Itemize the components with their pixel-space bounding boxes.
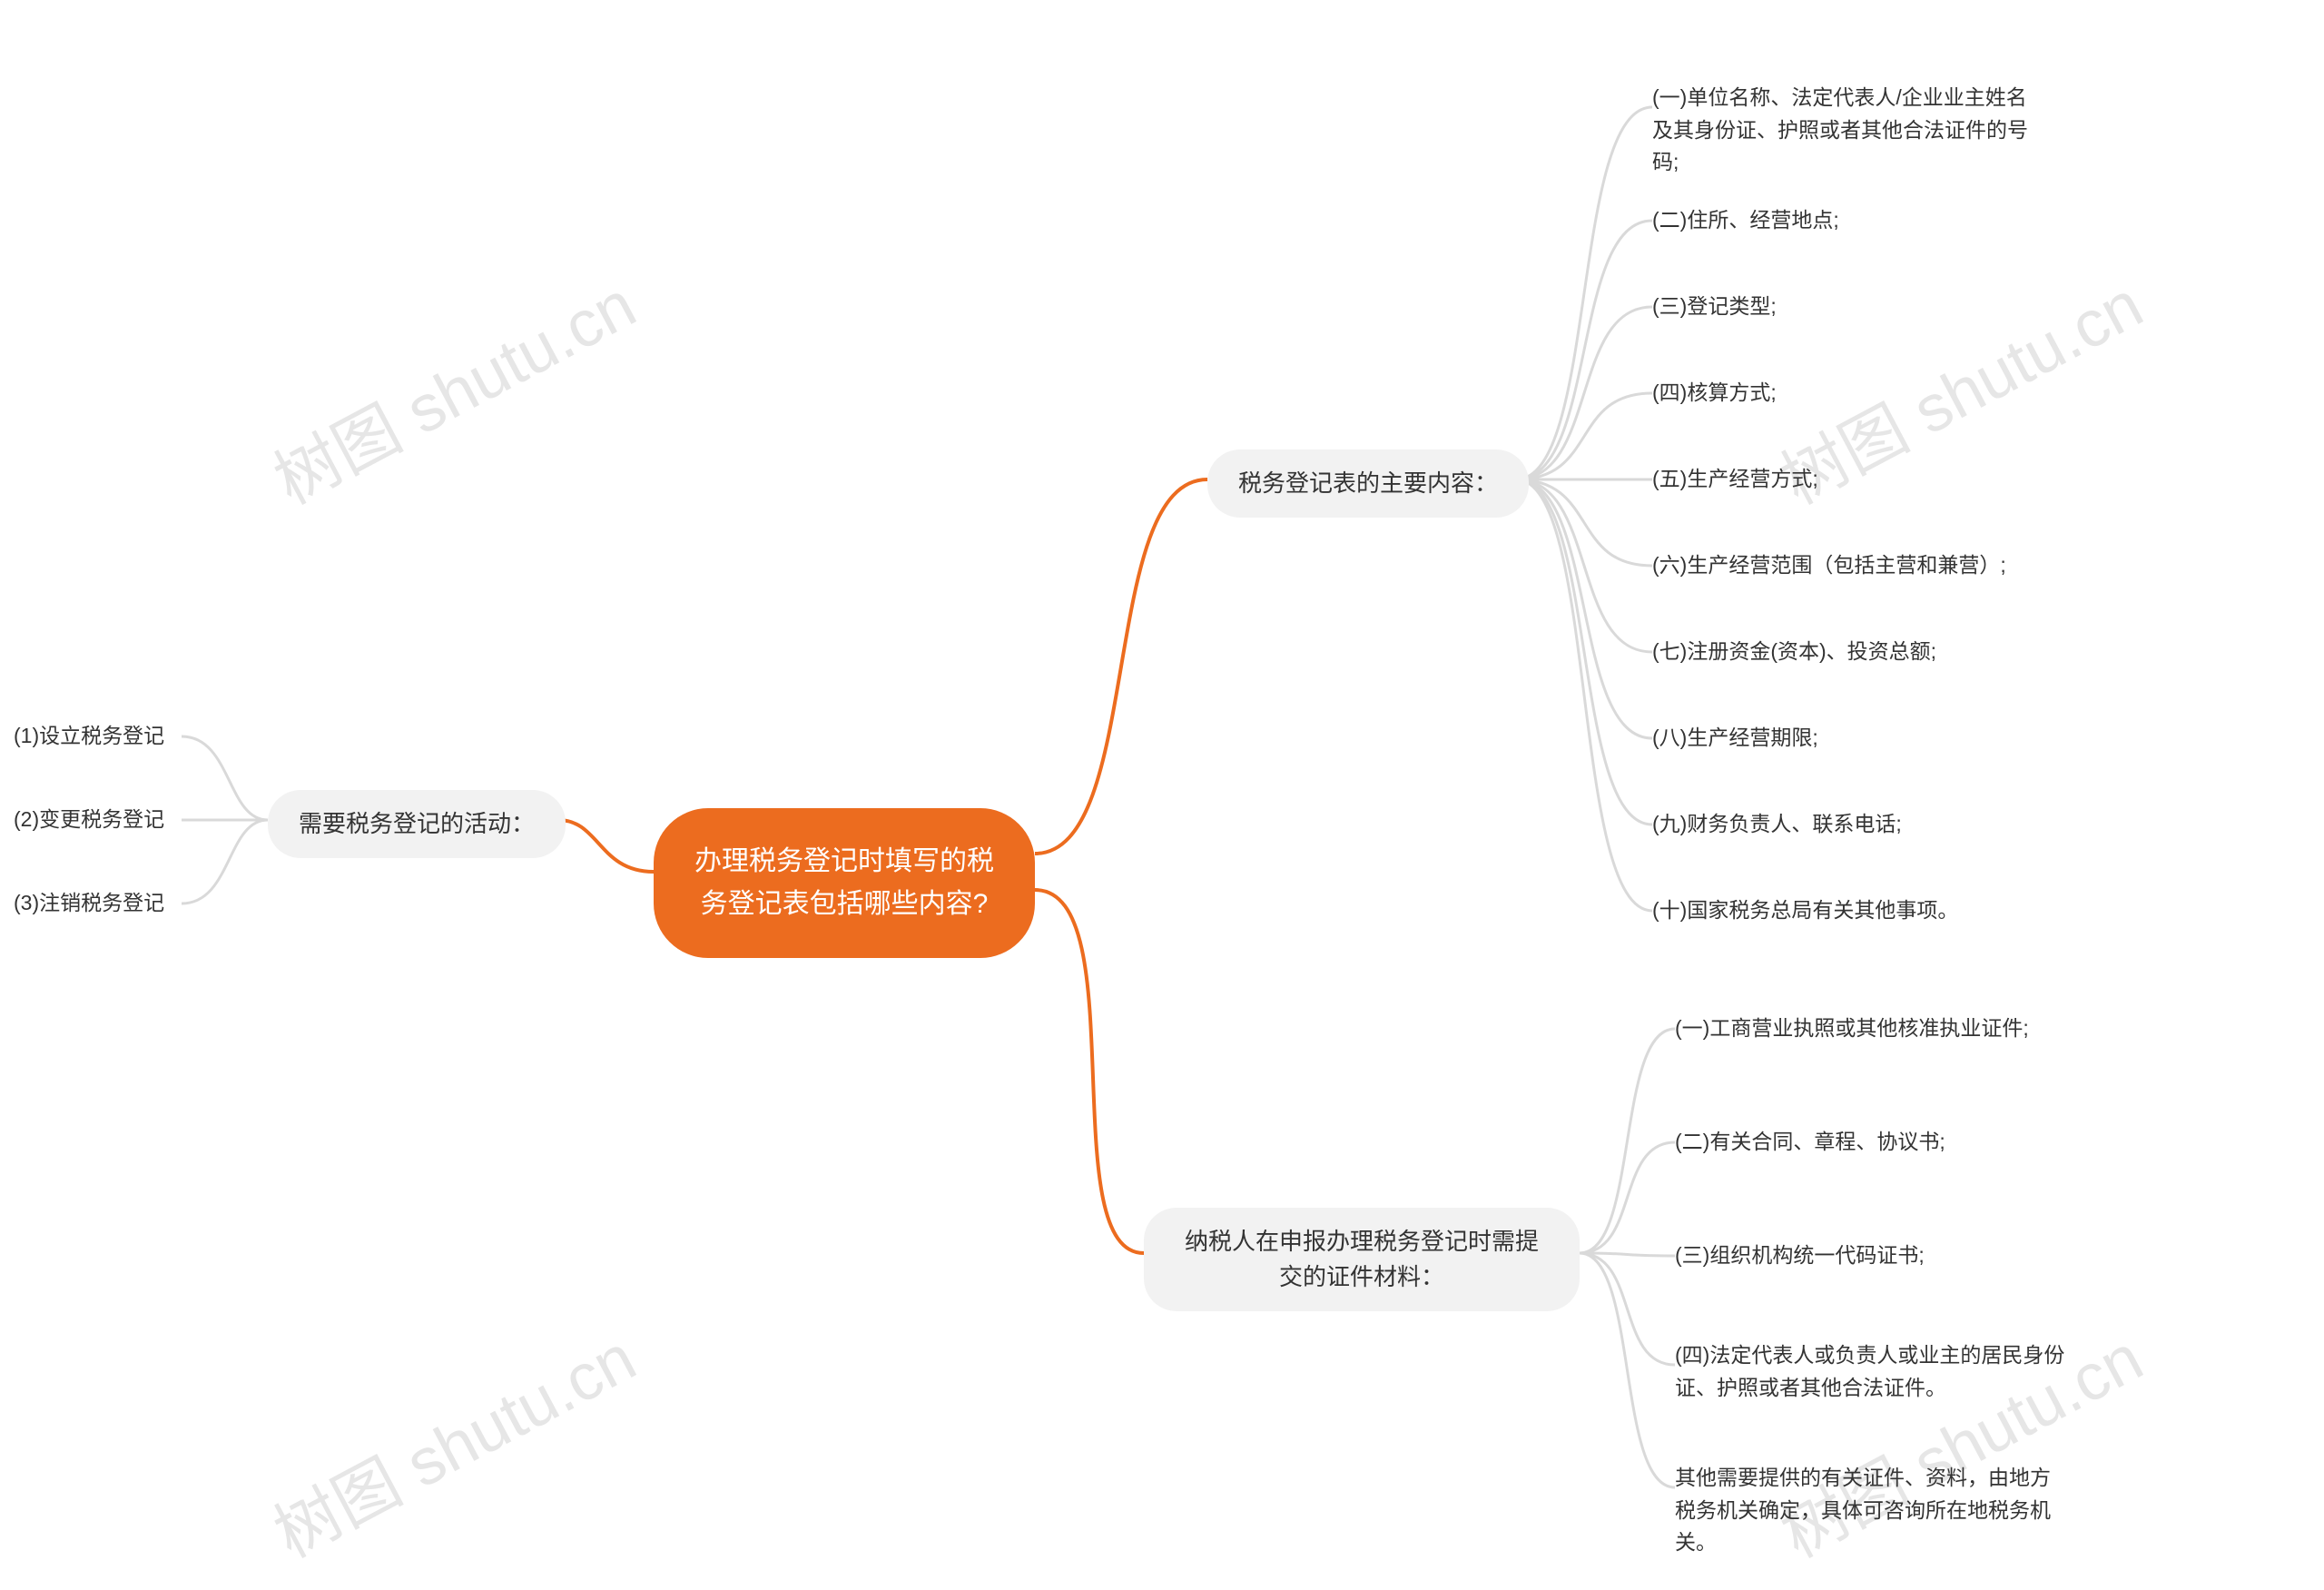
branch-top-label: 税务登记表的主要内容： (1238, 469, 1498, 497)
watermark: 树图 shutu.cn (255, 252, 649, 522)
watermark: 树图 shutu.cn (1762, 252, 2156, 522)
root-line1: 办理税务登记时填写的税 (694, 846, 994, 876)
leaf-t8[interactable]: (八)生产经营期限; (1652, 722, 1818, 755)
leaf-t6[interactable]: (六)生产经营范围（包括主营和兼营）; (1652, 549, 2006, 582)
leaf-t2[interactable]: (二)住所、经营地点; (1652, 204, 1839, 237)
leaf-m1[interactable]: (一)工商营业执照或其他核准执业证件; (1675, 1012, 2029, 1045)
leaf-m3[interactable]: (三)组织机构统一代码证书; (1675, 1239, 1925, 1272)
root-line2: 务登记表包括哪些内容? (701, 889, 989, 919)
leaf-t10[interactable]: (十)国家税务总局有关其他事项。 (1652, 894, 1958, 927)
branch-left-label: 需要税务登记的活动： (299, 810, 535, 837)
leaf-t9[interactable]: (九)财务负责人、联系电话; (1652, 808, 1902, 841)
leaf-m5[interactable]: 其他需要提供的有关证件、资料，由地方税务机关确定，具体可咨询所在地税务机关。 (1675, 1462, 2065, 1559)
leaf-t1[interactable]: (一)单位名称、法定代表人/企业业主姓名及其身份证、护照或者其他合法证件的号码; (1652, 82, 2043, 179)
branch-bottom-line2: 交的证件材料： (1279, 1263, 1444, 1290)
leaf-l1[interactable]: (1)设立税务登记 (14, 720, 164, 753)
branch-top[interactable]: 税务登记表的主要内容： (1207, 449, 1529, 518)
leaf-m2[interactable]: (二)有关合同、章程、协议书; (1675, 1126, 1945, 1159)
leaf-m4[interactable]: (四)法定代表人或负责人或业主的居民身份证、护照或者其他合法证件。 (1675, 1339, 2065, 1404)
root-node[interactable]: 办理税务登记时填写的税 务登记表包括哪些内容? (654, 808, 1035, 958)
leaf-t5[interactable]: (五)生产经营方式; (1652, 463, 1818, 496)
leaf-t4[interactable]: (四)核算方式; (1652, 377, 1777, 410)
branch-bottom[interactable]: 纳税人在申报办理税务登记时需提 交的证件材料： (1144, 1208, 1580, 1311)
leaf-t7[interactable]: (七)注册资金(资本)、投资总额; (1652, 636, 1936, 668)
branch-left[interactable]: 需要税务登记的活动： (268, 790, 566, 858)
leaf-t3[interactable]: (三)登记类型; (1652, 291, 1777, 323)
leaf-l2[interactable]: (2)变更税务登记 (14, 804, 164, 836)
branch-bottom-line1: 纳税人在申报办理税务登记时需提 (1185, 1228, 1539, 1255)
watermark: 树图 shutu.cn (255, 1306, 649, 1575)
leaf-l3[interactable]: (3)注销税务登记 (14, 887, 164, 920)
